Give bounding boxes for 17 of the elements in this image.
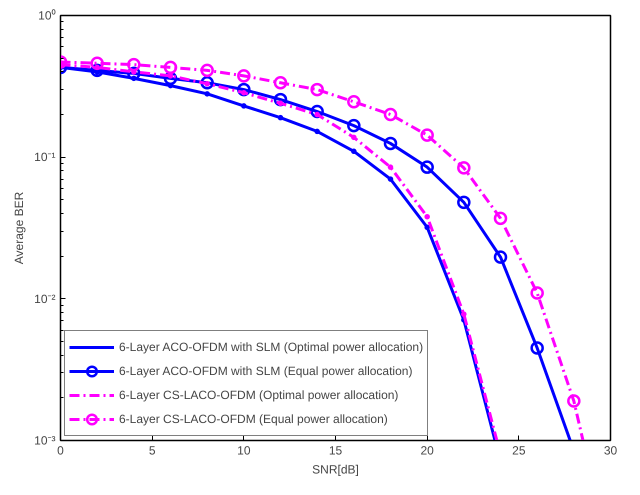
legend-label: 6-Layer CS-LACO-OFDM (Optimal power allocation) (119, 387, 398, 404)
y-tick-label: 10⁻³ (34, 434, 56, 448)
legend-label: 6-Layer ACO-OFDM with SLM (Equal power allocation) (119, 363, 412, 380)
y-tick-label: 10⁻² (34, 292, 56, 306)
y-tick-label: 10⁰ (38, 8, 56, 22)
x-tick-label: 30 (604, 444, 618, 458)
x-tick-label: 15 (328, 444, 342, 458)
legend-label: 6-Layer CS-LACO-OFDM (Equal power allocation) (119, 411, 388, 428)
x-tick-label: 25 (512, 444, 526, 458)
x-axis-title: SNR[dB] (312, 462, 359, 476)
x-tick-label: 20 (420, 444, 434, 458)
x-tick-label: 10 (237, 444, 251, 458)
y-tick-label: 10⁻¹ (34, 150, 56, 164)
x-tick-label: 5 (148, 444, 156, 458)
legend-label: 6-Layer ACO-OFDM with SLM (Optimal power allocation) (119, 339, 424, 356)
x-tick-label: 0 (57, 444, 64, 458)
y-axis-title: Average BER (12, 191, 26, 264)
